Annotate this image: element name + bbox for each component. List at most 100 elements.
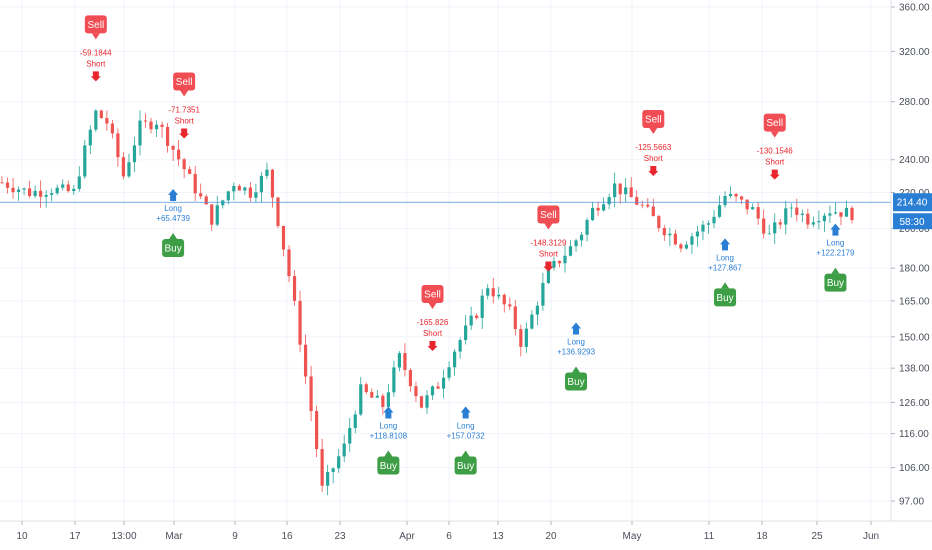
candle-body — [784, 208, 788, 225]
y-tick-label: 360.00 — [899, 3, 930, 14]
short-entry-label: Short — [644, 154, 664, 163]
candle-body — [441, 377, 446, 389]
candle-body — [359, 384, 363, 415]
candle-body — [524, 328, 528, 347]
candle-body — [342, 443, 346, 457]
short-arrow — [543, 261, 554, 272]
candle-body — [199, 193, 203, 197]
candle-body — [309, 376, 313, 412]
sell-badge-pointer — [544, 223, 553, 230]
candle-body — [662, 228, 666, 236]
candle-body — [177, 149, 181, 160]
x-tick-label: Apr — [399, 531, 415, 542]
buy-badge-label: Buy — [380, 461, 397, 472]
candle-body — [800, 213, 804, 216]
candle-body — [430, 386, 435, 396]
buy-badge — [565, 372, 588, 391]
candle-body — [182, 159, 186, 170]
candle-body — [806, 213, 810, 225]
candle-body — [22, 188, 26, 190]
y-tick-label: 165.00 — [899, 296, 930, 307]
buy-badge-pointer — [461, 450, 470, 457]
candle-body — [480, 295, 484, 318]
candle-body — [574, 240, 578, 247]
y-tick-label: 138.00 — [899, 364, 930, 375]
candle-body — [723, 196, 727, 206]
short-pnl-label: -59.1844 — [80, 48, 112, 57]
candle-body — [353, 414, 357, 428]
long-entry-label: Long — [827, 239, 845, 248]
candle-body — [585, 220, 589, 235]
candle-body — [469, 315, 473, 326]
candle-body — [243, 187, 247, 191]
candle-body — [475, 315, 479, 318]
candle-body — [596, 207, 600, 211]
long-arrow — [168, 189, 179, 202]
buy-badge-pointer — [721, 282, 730, 289]
candle-body — [773, 222, 777, 234]
candle-body — [546, 267, 551, 283]
grid-lines — [0, 0, 891, 521]
sell-badge-label: Sell — [645, 115, 662, 126]
candle-body — [232, 185, 236, 192]
candle-body — [408, 369, 413, 387]
candle-body — [292, 276, 297, 301]
short-entry-label: Short — [765, 158, 785, 167]
short-entry-label: Short — [175, 117, 195, 126]
candle-body — [270, 169, 275, 198]
x-tick-label: Jun — [863, 531, 879, 542]
candle-body — [337, 456, 341, 469]
candle-body — [590, 207, 595, 221]
candle-body — [204, 196, 208, 205]
x-tick-label: 11 — [704, 531, 715, 542]
candle-body — [138, 120, 142, 146]
candle-body — [745, 199, 749, 210]
candle-body — [298, 300, 302, 345]
candle-body — [458, 340, 462, 352]
candle-body — [629, 187, 633, 198]
short-pnl-label: -71.7351 — [168, 106, 200, 115]
short-entry-label: Short — [539, 249, 559, 258]
candle-body — [116, 133, 120, 158]
y-tick-label: 200.00 — [899, 224, 930, 235]
sell-badge — [84, 15, 107, 34]
candle-body — [154, 124, 159, 130]
candle-body — [386, 392, 390, 407]
candle-body — [94, 110, 98, 130]
candle-body — [381, 395, 385, 407]
buy-badge-label: Buy — [457, 461, 474, 472]
candle-body — [72, 188, 76, 192]
candle-body — [77, 176, 81, 189]
long-arrow — [460, 406, 471, 419]
candle-body — [259, 175, 264, 193]
candle-body — [66, 184, 70, 192]
price-axis[interactable]: 360.00320.00280.00240.00220.00200.00180.… — [891, 3, 930, 508]
candle-body — [83, 145, 87, 177]
candle-body — [210, 204, 214, 225]
time-axis[interactable]: 10 17 13:00 Mar 9 16 23 Apr 6 13 20 May 11 18 25 Jun — [16, 521, 879, 542]
candle-body — [215, 205, 219, 225]
y-tick-label: 116.00 — [899, 429, 929, 440]
countdown-badge — [893, 213, 932, 230]
candle-body — [679, 244, 683, 249]
y-tick-label: 240.00 — [899, 155, 930, 166]
candle-body — [248, 187, 252, 198]
sell-badge-pointer — [770, 131, 779, 138]
candle-body — [50, 193, 54, 195]
y-tick-label: 180.00 — [899, 264, 930, 275]
candle-body — [121, 157, 126, 177]
candle-body — [563, 255, 567, 264]
candle-body — [613, 183, 617, 198]
candle-body — [61, 184, 65, 188]
candle-body — [579, 234, 584, 241]
countdown-text: 58:30 — [899, 217, 924, 228]
buy-badge-pointer — [572, 366, 581, 373]
candle-body — [464, 325, 468, 341]
candle-body — [811, 222, 815, 225]
candle-body — [751, 207, 755, 210]
x-tick-label: Mar — [165, 531, 183, 542]
long-arrow — [830, 223, 841, 236]
candle-body — [419, 396, 424, 408]
long-arrow — [571, 322, 582, 335]
